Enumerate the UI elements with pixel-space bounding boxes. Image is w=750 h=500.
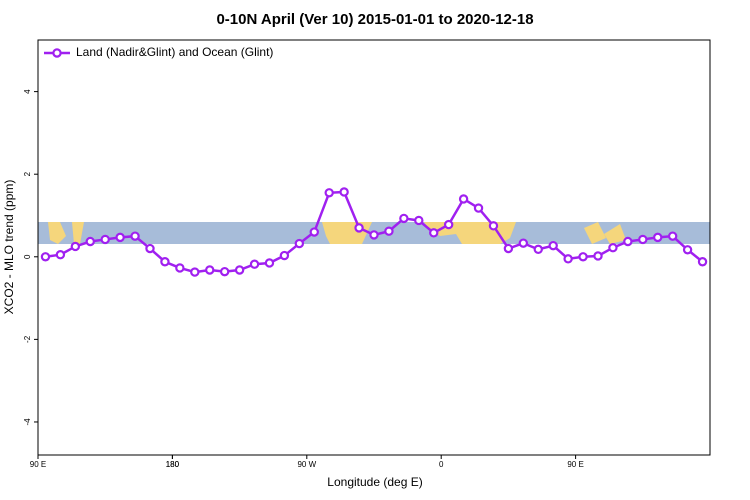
legend-marker (52, 48, 62, 58)
data-point (55, 250, 66, 260)
data-point (667, 231, 678, 241)
data-point (563, 254, 573, 264)
x-tick-label: 0 (439, 460, 444, 469)
data-point (578, 252, 588, 262)
data-point (399, 213, 409, 224)
data-point (429, 228, 439, 238)
x-axis-label: Longitude (deg E) (327, 475, 422, 489)
data-point (533, 244, 543, 255)
y-tick-label: 4 (23, 89, 32, 94)
data-point (503, 243, 514, 254)
data-point (623, 236, 633, 247)
data-point (70, 241, 81, 252)
plot-frame (37, 39, 711, 456)
data-point (608, 243, 618, 253)
data-point (518, 238, 529, 248)
data-point (234, 265, 245, 275)
y-tick-label: 2 (23, 171, 32, 176)
data-point (593, 251, 603, 261)
data-point (414, 215, 424, 226)
data-point (115, 232, 125, 243)
chart-title: 0-10N April (Ver 10) 2015-01-01 to 2020-… (216, 11, 533, 28)
legend-label: Land (Nadir&Glint) and Ocean (Glint) (76, 45, 273, 59)
data-point (249, 259, 260, 269)
data-point (473, 203, 484, 213)
x-tick-label: 90 W (297, 460, 316, 469)
data-point (653, 232, 663, 243)
data-point (384, 226, 394, 236)
data-point (294, 238, 305, 249)
data-point (548, 240, 558, 251)
data-point (219, 266, 230, 277)
data-point (638, 234, 648, 245)
y-axis-label: XCO2 - MLO trend (ppm) (2, 180, 16, 315)
data-point (443, 219, 454, 230)
data-point (85, 236, 95, 247)
data-point (488, 221, 499, 231)
x-tick-label: 90 E (567, 460, 583, 469)
data-point (145, 243, 155, 254)
data-point (309, 227, 319, 237)
data-point (175, 263, 185, 273)
data-point (339, 187, 349, 197)
x-tick-label: 180 (166, 460, 180, 469)
y-tick-label: -2 (23, 335, 32, 343)
data-point (160, 257, 170, 267)
data-point (264, 258, 275, 268)
data-point (458, 194, 469, 204)
data-point (369, 230, 379, 240)
y-tick-label: -4 (23, 418, 32, 426)
data-point (40, 252, 51, 262)
y-tick-label: 0 (23, 254, 32, 259)
x-tick-label: 90 E (30, 460, 46, 469)
data-point (324, 188, 334, 198)
data-point (190, 267, 200, 277)
data-point (682, 245, 693, 255)
x-tick-label: 180 (166, 460, 180, 469)
data-point (205, 265, 215, 275)
data-point (279, 250, 290, 261)
data-point (697, 257, 708, 267)
data-point (354, 223, 364, 233)
data-point (130, 231, 140, 241)
data-point (100, 234, 110, 245)
